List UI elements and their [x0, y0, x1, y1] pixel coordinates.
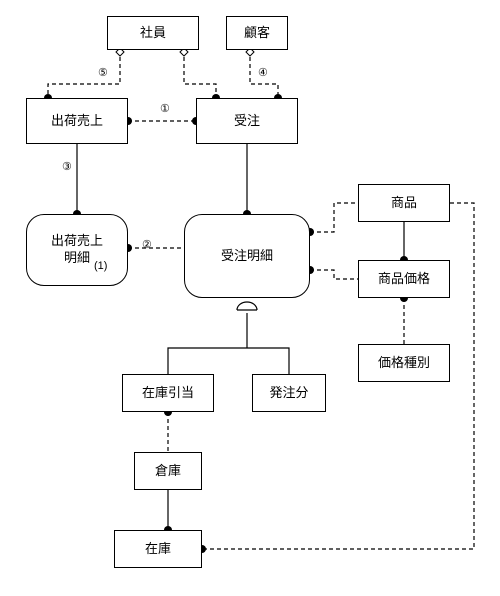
- node-ship-detail: 出荷売上明細: [26, 214, 128, 286]
- node-label: 受注明細: [221, 248, 273, 265]
- node-backorder: 発注分: [252, 374, 326, 412]
- node-label: 商品価格: [378, 271, 430, 288]
- node-label: 受注: [234, 113, 260, 130]
- edge-label-2: ②: [142, 238, 152, 251]
- node-label: 価格種別: [378, 355, 430, 372]
- node-price-type: 価格種別: [358, 344, 450, 382]
- node-label: 出荷売上: [51, 113, 103, 130]
- node-label: 発注分: [269, 385, 308, 402]
- node-order-detail: 受注明細: [184, 214, 310, 298]
- edge-label-1: ①: [160, 102, 170, 115]
- node-employee: 社員: [107, 16, 199, 50]
- node-label: 商品: [391, 195, 417, 212]
- node-stock-alloc: 在庫引当: [122, 374, 214, 412]
- edge-label-4: ④: [258, 66, 268, 79]
- edge-label-5: ⑤: [98, 66, 108, 79]
- node-label: 在庫引当: [142, 385, 194, 402]
- node-warehouse: 倉庫: [134, 452, 202, 490]
- node-product: 商品: [358, 184, 450, 222]
- edges-layer: [0, 0, 500, 596]
- node-label: 倉庫: [155, 463, 181, 480]
- node-customer: 顧客: [226, 16, 288, 50]
- node-ship-sales: 出荷売上: [26, 98, 128, 144]
- node-label: 社員: [140, 25, 166, 42]
- node-label: 顧客: [244, 25, 270, 42]
- diagram-canvas: 社員 顧客 出荷売上 受注 出荷売上明細 受注明細 商品 商品価格 価格種別 在…: [0, 0, 500, 596]
- node-order: 受注: [196, 98, 298, 144]
- node-label: 在庫: [145, 541, 171, 558]
- edge-label-paren-1: (1): [94, 260, 107, 272]
- edge-label-3: ③: [62, 160, 72, 173]
- node-stock: 在庫: [114, 530, 202, 568]
- node-price: 商品価格: [358, 260, 450, 298]
